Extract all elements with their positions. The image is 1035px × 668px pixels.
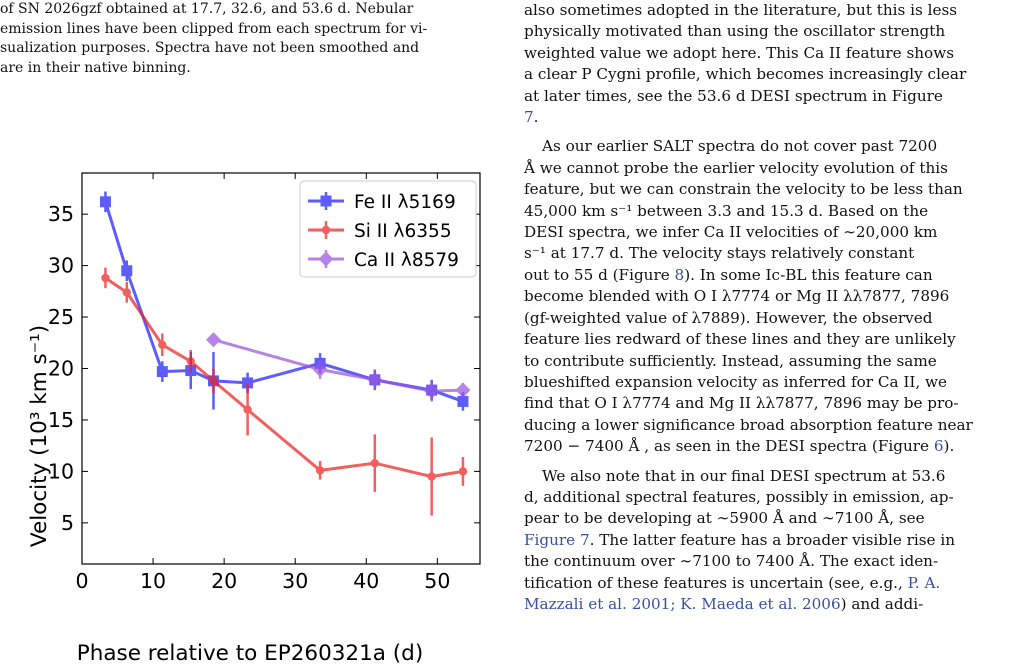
data-point (101, 273, 110, 283)
text-line: Å we cannot probe the earlier velocity e… (524, 158, 948, 177)
data-point (205, 332, 221, 348)
text-line: feature lies redward of these lines and … (524, 330, 956, 349)
text-line: also sometimes adopted in the literature… (524, 1, 958, 19)
text-line: at later times, see the 53.6 d DESI spec… (524, 86, 943, 105)
text-line: Mazzali et al. 2001; K. Maeda et al. 200… (524, 594, 924, 613)
legend-entry-handle (308, 221, 344, 239)
body-text: also sometimes adopted in the literature… (524, 0, 1032, 615)
text-line: Figure 7. The latter feature has a broad… (524, 530, 956, 549)
figure-7-link[interactable]: 7 (524, 108, 534, 127)
x-tick-label: 0 (75, 569, 88, 593)
figure-6-link[interactable]: 6 (933, 437, 944, 456)
text-line: We also note that in our final DESI spec… (542, 466, 946, 485)
text-line: pear to be developing at ∼5900 Å and ∼71… (524, 509, 925, 528)
text-line: physically motivated than using the osci… (524, 22, 946, 41)
x-tick-label: 40 (353, 569, 379, 593)
y-tick-label: 15 (48, 408, 74, 432)
y-tick-label: 10 (48, 459, 74, 483)
citation-link[interactable]: P. A. (907, 573, 941, 592)
x-tick-label: 30 (282, 569, 308, 593)
text-line: weighted value we adopt here. This Ca II… (524, 43, 954, 62)
text-line: blueshifted expansion velocity as inferr… (524, 372, 947, 391)
legend-box (299, 180, 477, 278)
legend-label: Si II λ6355 (354, 221, 452, 242)
text-line: ducing a lower significance broad absorp… (524, 415, 973, 434)
text-line: 45,000 km s⁻¹ between 3.3 and 15.3 d. Ba… (524, 201, 929, 220)
y-axis-label: Velocity (10³ km s⁻¹) (27, 325, 52, 547)
series-2 (205, 332, 471, 402)
data-point (158, 340, 167, 350)
data-point (121, 265, 133, 277)
x-tick-label: 20 (211, 569, 237, 593)
data-point (370, 458, 380, 468)
caption-line: are in their native binning. (0, 59, 191, 76)
x-tick-label: 10 (140, 569, 166, 593)
citation-link[interactable]: Mazzali et al. 2001; K. Maeda et al. 200… (524, 594, 841, 613)
data-point (243, 405, 252, 414)
y-tick-label: 25 (48, 305, 74, 329)
series-line (104, 276, 464, 479)
data-point (367, 372, 383, 388)
y-tick-label: 20 (48, 357, 74, 381)
data-point (99, 196, 111, 208)
data-point (122, 288, 131, 297)
caption-line: emission lines have been clipped from ea… (0, 20, 428, 37)
legend-entry-handle (308, 192, 344, 210)
data-point (458, 467, 468, 476)
chart-legend: Fe II λ5169 Si II λ6355 Ca II λ8579 (299, 180, 477, 278)
data-point (209, 376, 218, 386)
text-line: to contribute sufficiently. Instead, ass… (524, 351, 937, 370)
data-point (457, 395, 469, 407)
text-line: (gf-weighted value of λ7889). However, t… (524, 308, 933, 327)
text-line: find that O I λ7774 and Mg II λλ7877, 78… (524, 394, 959, 413)
text-line: 7200 − 7400 Å , as seen in the DESI spec… (524, 437, 955, 456)
figure-7-link[interactable]: Figure 7 (524, 530, 590, 549)
velocity-chart: 0 10 20 30 40 50 5 10 15 20 25 30 35 Fe II λ5169 Si I… (27, 172, 481, 666)
text-line: the continuum over ∼7100 to 7400 Å. The … (524, 552, 939, 571)
figure-caption: of SN 2026gzf obtained at 17.7, 32.6, an… (0, 0, 498, 78)
text-line: tification of these features is uncertai… (524, 573, 941, 592)
y-tick-label: 5 (61, 511, 74, 535)
data-point (427, 472, 436, 481)
text-line: DESI spectra, we infer Ca II velocities … (524, 223, 938, 242)
legend-marker (318, 251, 334, 267)
legend-label: Ca II λ8579 (354, 250, 459, 271)
legend-label: Fe II λ5169 (354, 192, 456, 213)
data-point (455, 382, 471, 398)
text-line: As our earlier SALT spectra do not cover… (542, 137, 938, 156)
text-line: s⁻¹ at 17.7 d. The velocity stays relati… (524, 244, 915, 263)
text-line: feature, but we can constrain the veloci… (524, 180, 963, 199)
series-1 (101, 267, 468, 516)
text-line: become blended with O I λ7774 or Mg II λ… (524, 287, 950, 306)
text-line: 7. (524, 108, 539, 127)
figure-8-link[interactable]: 8 (674, 265, 685, 284)
x-axis-label: Phase relative to EP260321a (d) (77, 641, 423, 666)
data-point (186, 357, 195, 366)
caption-line: of SN 2026gzf obtained at 17.7, 32.6, an… (0, 1, 414, 17)
y-tick-label: 35 (48, 202, 74, 226)
text-line: d, additional spectral features, possibl… (524, 487, 954, 506)
text-line: a clear P Cygni profile, which becomes i… (524, 65, 967, 84)
y-tick-label: 30 (48, 254, 74, 278)
caption-line: sualization purposes. Spectra have not b… (0, 40, 420, 56)
data-point (156, 366, 168, 378)
data-point (312, 362, 328, 378)
text-line: out to 55 d (Figure 8). In some Ic-BL th… (524, 265, 933, 284)
legend-marker (320, 195, 332, 207)
legend-entry-handle (308, 250, 344, 268)
data-point (424, 383, 440, 399)
data-point (315, 466, 325, 475)
data-point (242, 377, 254, 389)
legend-marker (321, 225, 331, 235)
x-tick-label: 50 (424, 569, 450, 593)
